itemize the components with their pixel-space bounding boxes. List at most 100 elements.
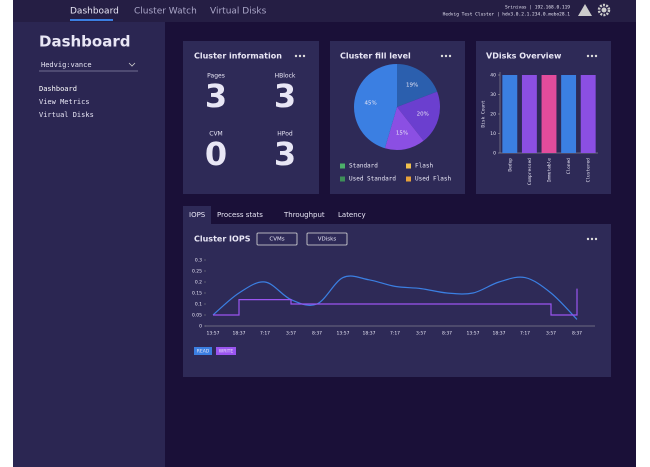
x-tick-label: 3:57: [286, 331, 296, 337]
y-tick-label: 40: [490, 73, 496, 79]
legend-label[interactable]: READ: [197, 349, 210, 355]
pie-slice: [397, 91, 440, 141]
y-axis-label: Disk Count: [481, 100, 487, 127]
legend-swatch[interactable]: [216, 347, 236, 355]
info-value: 3: [205, 77, 227, 115]
y-tick-label: 0.05: [192, 313, 202, 319]
info-label: HBlock: [275, 73, 296, 80]
menu-dot[interactable]: [302, 54, 306, 58]
sidebar-link[interactable]: Dashboard: [39, 85, 77, 93]
info-label: Pages: [207, 73, 225, 80]
nav-underline: [70, 19, 113, 21]
slice-label: 20%: [417, 112, 429, 118]
button[interactable]: [306, 232, 348, 246]
info-value: 3: [274, 77, 296, 115]
card-title: Cluster information: [194, 52, 282, 61]
menu-dot[interactable]: [594, 237, 598, 241]
legend-swatch: [406, 176, 411, 182]
x-tick-label: 8:37: [572, 331, 582, 337]
x-tick-label: 18:37: [233, 331, 246, 337]
tab[interactable]: Process stats: [217, 211, 263, 219]
x-tick-label: 7:17: [260, 331, 270, 337]
nav-item[interactable]: Cluster Watch: [134, 7, 197, 17]
x-tick-label: 18:37: [363, 331, 376, 337]
legend-label: Used Flash: [415, 176, 452, 183]
menu-dot[interactable]: [440, 54, 444, 58]
y-tick-label: 20: [490, 112, 496, 118]
select-caret: [128, 62, 136, 67]
nav-item[interactable]: Virtual Disks: [210, 7, 267, 17]
menu-dot[interactable]: [590, 237, 594, 241]
series-line: [213, 288, 578, 316]
top-nav: [13, 0, 636, 22]
x-tick-label: Dedup: [507, 158, 513, 172]
pie-slice: [354, 64, 397, 149]
info-label: CVM: [209, 131, 222, 138]
bar: [541, 75, 557, 153]
legend-label[interactable]: WRITE: [219, 349, 234, 355]
y-tick-label: 0: [199, 324, 202, 330]
x-tick-label: 8:37: [442, 331, 452, 337]
nav-item[interactable]: Dashboard: [70, 7, 119, 17]
info-value: 3: [274, 135, 296, 173]
card-title: VDisks Overview: [486, 52, 562, 61]
sidebar-link[interactable]: View Metrics: [39, 98, 90, 106]
menu-dot[interactable]: [594, 54, 598, 58]
x-tick-label: Clustered: [586, 158, 592, 183]
bar: [502, 75, 518, 153]
settings-icon-core: [601, 7, 607, 13]
legend-label: Flash: [415, 163, 433, 170]
legend-swatch: [406, 163, 411, 169]
x-tick-label: 13:57: [337, 331, 350, 337]
x-tick-label: 8:37: [312, 331, 322, 337]
menu-dot[interactable]: [294, 54, 298, 58]
tab[interactable]: IOPS: [189, 211, 206, 219]
menu-dot[interactable]: [586, 54, 590, 58]
x-tick-label: 13:57: [467, 331, 480, 337]
y-tick-label: 0.2: [195, 280, 202, 286]
y-tick-label: 10: [490, 131, 496, 137]
warning-icon[interactable]: [578, 4, 592, 16]
x-tick-label: 13:57: [207, 331, 220, 337]
legend-label: Standard: [349, 163, 378, 170]
sidebar-link[interactable]: Virtual Disks: [39, 111, 94, 119]
series-line: [212, 275, 578, 320]
menu-dot[interactable]: [586, 237, 590, 241]
y-tick-label: 0.1: [195, 302, 202, 308]
menu-dot[interactable]: [448, 54, 452, 58]
menu-dot[interactable]: [590, 54, 594, 58]
cluster-info: Hedvig Test Cluster | hdv3.0.2.1.234.0.m…: [443, 12, 571, 18]
legend-swatch: [340, 176, 345, 182]
button-label[interactable]: CVMs: [269, 237, 284, 243]
legend-swatch[interactable]: [194, 347, 212, 355]
card: [183, 41, 319, 194]
tab[interactable]: Throughput: [283, 211, 325, 219]
slice-label: 45%: [364, 101, 376, 107]
x-tick-label: 7:17: [520, 331, 530, 337]
bar: [521, 75, 537, 153]
menu-dot[interactable]: [298, 54, 302, 58]
y-tick-label: 0.25: [192, 269, 202, 275]
active-tab: [183, 206, 211, 224]
settings-icon[interactable]: [597, 3, 611, 17]
x-tick-label: Immutable: [547, 158, 553, 183]
button-label[interactable]: VDisks: [318, 237, 337, 243]
cluster-select[interactable]: Hedvig:vance: [41, 61, 92, 69]
menu-dot[interactable]: [444, 54, 448, 58]
pie-slice: [397, 64, 438, 107]
card-title: Cluster fill level: [340, 52, 411, 61]
y-tick-label: 0.15: [192, 291, 202, 297]
info-label: HPod: [277, 131, 293, 138]
x-tick-label: 3:57: [546, 331, 556, 337]
x-tick-label: Cloned: [566, 158, 572, 175]
x-tick-label: 7:17: [390, 331, 400, 337]
button[interactable]: [256, 232, 298, 246]
legend-swatch: [340, 163, 345, 169]
card-title: Cluster IOPS: [194, 235, 251, 244]
y-tick-label: 0.3: [195, 258, 202, 264]
bar: [580, 75, 596, 153]
y-tick-label: 30: [490, 92, 496, 98]
y-tick-label: 0: [493, 151, 496, 157]
tab[interactable]: Latency: [338, 211, 366, 219]
x-tick-label: 18:37: [493, 331, 506, 337]
